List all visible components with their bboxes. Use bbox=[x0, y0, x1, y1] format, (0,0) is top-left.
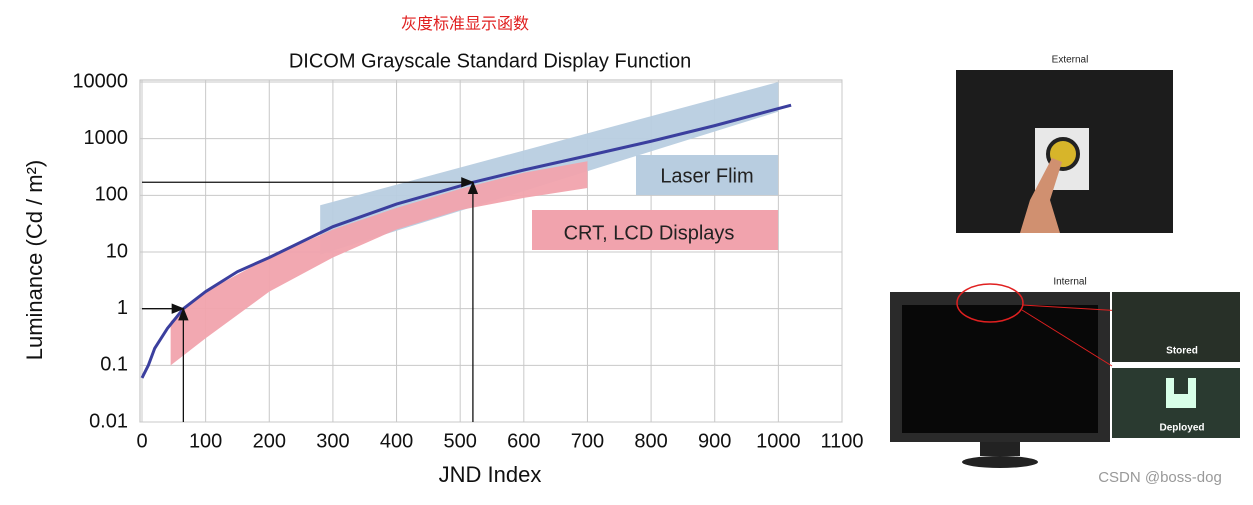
x-tick-label: 1000 bbox=[756, 430, 801, 452]
watermark: CSDN @boss-dog bbox=[1098, 469, 1222, 486]
legend-label: CRT, LCD Displays bbox=[564, 222, 735, 244]
photo-stored bbox=[1112, 292, 1240, 362]
y-tick-label: 100 bbox=[95, 184, 128, 206]
band bbox=[170, 161, 588, 366]
plot: 0 100 200 300 400 500 600 700 800 900 1000 11000.01… bbox=[72, 70, 863, 452]
y-axis-label: Luminance (Cd / m²) bbox=[22, 160, 47, 361]
legend-box bbox=[636, 155, 778, 195]
y-tick-label: 1000 bbox=[84, 127, 129, 149]
x-tick-label: 1100 bbox=[820, 430, 863, 452]
x-tick-label: 200 bbox=[253, 430, 286, 452]
photo-caption: Stored bbox=[1166, 346, 1198, 357]
photo-detail bbox=[962, 456, 1038, 468]
x-tick-label: 800 bbox=[634, 430, 667, 452]
x-tick-label: 300 bbox=[316, 430, 349, 452]
caption: 灰度标准显示函数 bbox=[401, 15, 529, 33]
x-tick-label: 100 bbox=[189, 430, 222, 452]
y-tick-label: 0.1 bbox=[100, 354, 128, 376]
chart-title: DICOM Grayscale Standard Display Functio… bbox=[289, 50, 691, 72]
photo-caption: Internal bbox=[1053, 277, 1086, 288]
legend-box bbox=[532, 210, 778, 250]
photo-detail bbox=[902, 305, 1098, 433]
photo-detail bbox=[1020, 158, 1062, 233]
photo-detail bbox=[980, 442, 1020, 456]
y-tick-label: 10000 bbox=[72, 70, 128, 92]
x-tick-label: 900 bbox=[698, 430, 731, 452]
y-tick-label: 1 bbox=[117, 297, 128, 319]
photo-detail bbox=[1166, 378, 1196, 408]
x-tick-label: 600 bbox=[507, 430, 540, 452]
x-axis-label: JND Index bbox=[439, 462, 542, 487]
x-tick-label: 500 bbox=[443, 430, 476, 452]
photo-caption: Deployed bbox=[1159, 423, 1204, 434]
pointer bbox=[1021, 309, 1113, 367]
x-tick-label: 0 bbox=[136, 430, 147, 452]
x-tick-label: 700 bbox=[571, 430, 604, 452]
y-tick-label: 10 bbox=[106, 240, 128, 262]
line bbox=[140, 103, 792, 379]
x-tick-label: 400 bbox=[380, 430, 413, 452]
photo-caption: External bbox=[1052, 55, 1089, 66]
legend-label: Laser Flim bbox=[660, 165, 753, 187]
plot-frame bbox=[139, 79, 843, 423]
highlight bbox=[956, 283, 1024, 323]
y-tick-label: 0.01 bbox=[89, 410, 128, 432]
